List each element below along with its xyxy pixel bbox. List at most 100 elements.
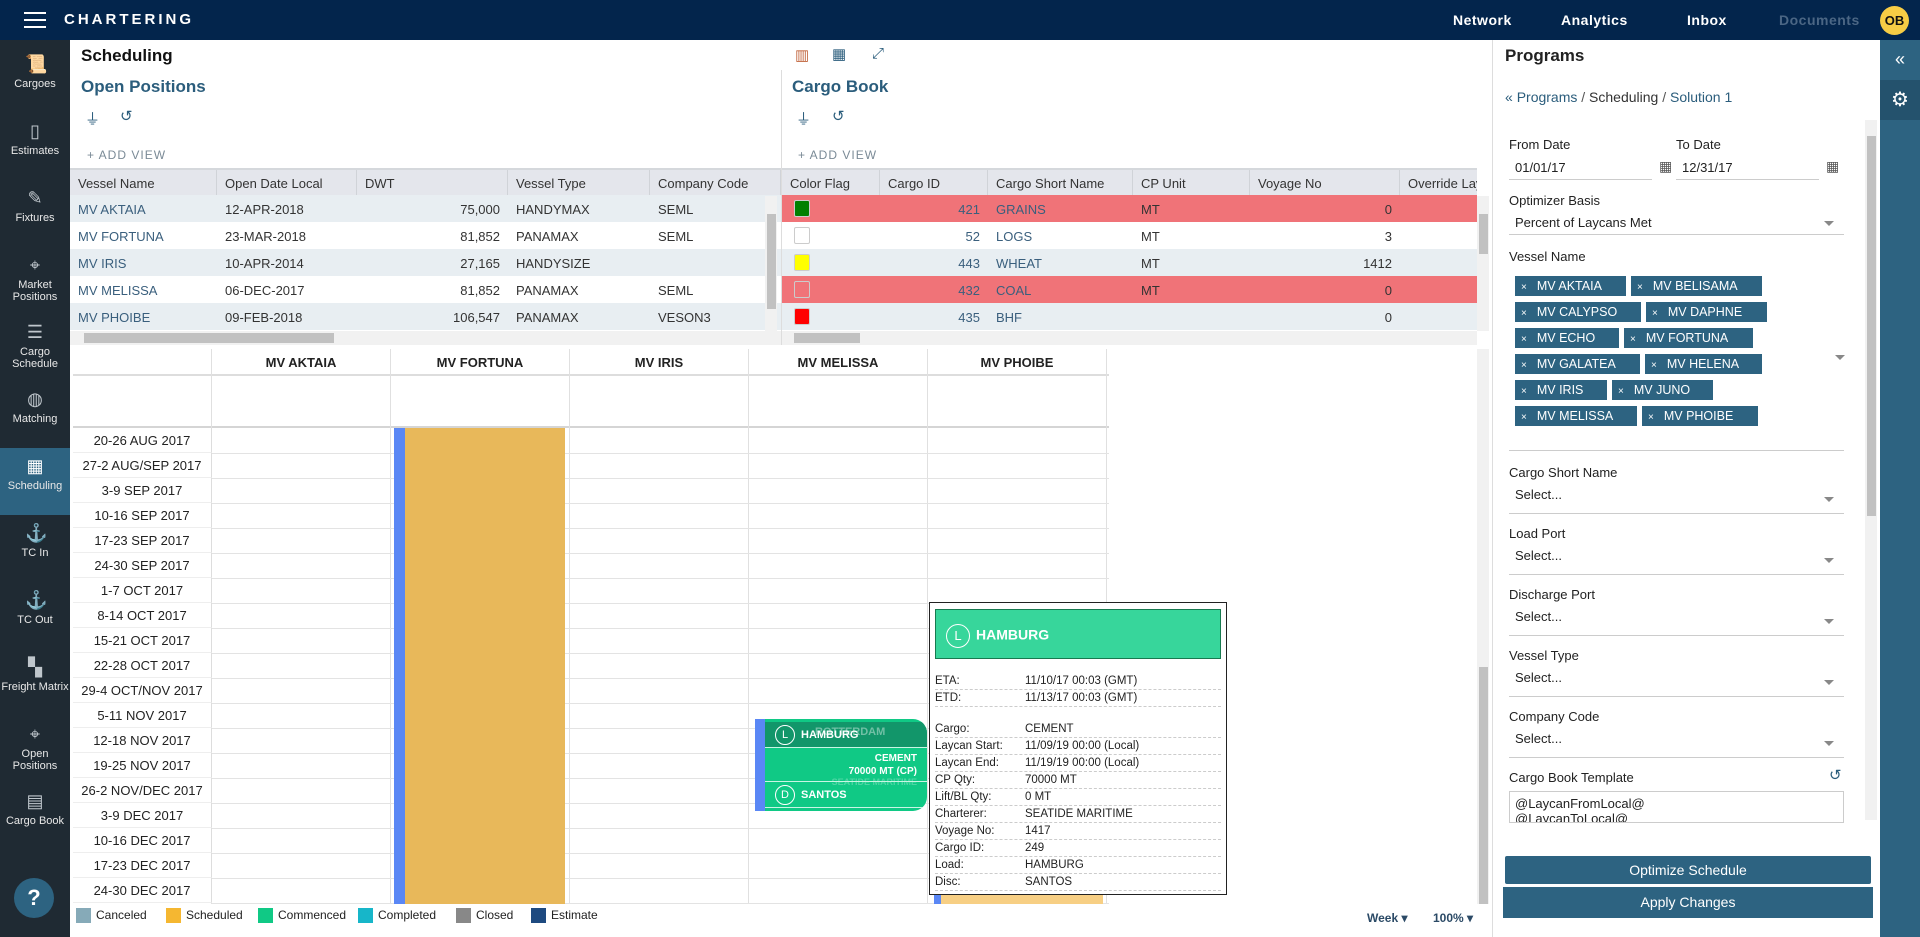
from-date-input[interactable]: 01/01/17 [1509,158,1652,180]
apply-changes-button[interactable]: Apply Changes [1503,887,1873,918]
color-flag[interactable] [794,254,810,271]
table-view-icon[interactable]: ▦ [832,46,847,63]
filter-select[interactable]: Select... [1509,607,1844,636]
reset-icon[interactable]: ↺ [832,108,845,125]
table-row[interactable]: 432 COAL MT 0 [782,276,1477,303]
table-row[interactable]: MV AKTAIA 12-APR-2018 75,000 HANDYMAX SEML [70,195,781,222]
vessel-name[interactable]: MV PHOIBE [78,310,151,325]
cargo-short-name[interactable]: LOGS [996,229,1033,244]
sidebar-item-tc-in[interactable]: ⚓ TC In [0,515,70,582]
sidebar-item-cargo-schedule[interactable]: ☰ Cargo Schedule [0,314,70,381]
filter-select[interactable]: Select... [1509,668,1844,697]
column-header[interactable]: Open Date Local [217,170,357,195]
table-row[interactable]: MV IRIS 10-APR-2014 27,165 HANDYSIZE [70,249,781,276]
filter-select[interactable]: Select... [1509,729,1844,758]
nav-inbox[interactable]: Inbox [1687,12,1727,28]
breadcrumb-item[interactable]: Scheduling [1589,89,1659,105]
column-header[interactable]: Company Code [650,170,781,195]
sidebar-item-tc-out[interactable]: ⚓ TC Out [0,582,70,649]
calendar-icon[interactable]: ▦ [1659,158,1673,174]
table-row[interactable]: MV FORTUNA 23-MAR-2018 81,852 PANAMAX SEML [70,222,781,249]
remove-icon[interactable]: × [1630,334,1636,345]
vessel-name[interactable]: MV FORTUNA [78,229,164,244]
optimizer-basis-select[interactable]: Percent of Laycans Met [1509,213,1844,235]
cargo-short-name[interactable]: WHEAT [996,256,1042,271]
remove-icon[interactable]: × [1651,360,1657,371]
add-view-button[interactable]: + ADD VIEW [798,148,878,162]
remove-icon[interactable]: × [1521,282,1527,293]
remove-icon[interactable]: × [1648,412,1654,423]
menu-icon[interactable] [24,12,46,28]
table-row[interactable]: 52 LOGS MT 3 [782,222,1477,249]
period-select[interactable]: Week ▾ [1367,911,1408,925]
cargo-short-name[interactable]: GRAINS [996,202,1046,217]
gear-icon[interactable]: ⚙ [1880,80,1920,120]
back-icon[interactable]: « [1505,89,1517,105]
expand-icon[interactable]: ⤢ [872,45,885,62]
table-row[interactable]: MV PHOIBE 09-FEB-2018 106,547 PANAMAX VESON3 [70,303,781,330]
chevron-down-icon[interactable] [1835,355,1845,360]
remove-icon[interactable]: × [1521,412,1527,423]
vessel-name[interactable]: MV MELISSA [78,283,158,298]
remove-icon[interactable]: × [1521,360,1527,371]
sidebar-item-fixtures[interactable]: ✎ Fixtures [0,180,70,247]
color-flag[interactable] [794,308,810,325]
breadcrumb-item[interactable]: Solution 1 [1670,89,1733,105]
column-header[interactable]: Color Flag [782,170,880,195]
column-header[interactable]: Voyage No [1250,170,1400,195]
scrollbar[interactable] [765,196,777,331]
column-header[interactable]: Cargo Short Name [988,170,1133,195]
column-header[interactable]: CP Unit [1133,170,1250,195]
nav-analytics[interactable]: Analytics [1561,12,1628,28]
sidebar-item-cargo-book[interactable]: ▤ Cargo Book [0,783,70,850]
vessel-name[interactable]: MV IRIS [78,256,127,271]
cargo-short-name[interactable]: COAL [996,283,1032,298]
reset-icon[interactable]: ↺ [120,108,133,125]
sidebar-item-market-positions[interactable]: ⌖ Market Positions [0,247,70,314]
column-header[interactable]: Cargo ID [880,170,988,195]
cargo-short-name[interactable]: BHF [996,310,1022,325]
scrollbar[interactable] [1477,349,1489,904]
scrollbar[interactable] [1477,196,1489,331]
zoom-select[interactable]: 100% ▾ [1433,911,1474,925]
remove-icon[interactable]: × [1637,282,1643,293]
gantt-view-icon[interactable]: ▥ [795,47,810,64]
voyage-block[interactable]: L ROTTERDAM HAMBURG CEMENT 70000 MT (CP) SEAT… [755,719,927,811]
breadcrumb-item[interactable]: Programs [1516,89,1578,105]
column-pin-icon[interactable]: ⏚ [796,111,812,128]
color-flag[interactable] [794,281,810,298]
avatar[interactable]: OB [1880,6,1909,35]
sidebar-item-cargoes[interactable]: 📜 Cargoes [0,46,70,113]
add-view-button[interactable]: + ADD VIEW [87,148,167,162]
to-date-input[interactable]: 12/31/17 [1676,158,1819,180]
column-pin-icon[interactable]: ⏚ [85,111,101,128]
remove-icon[interactable]: × [1618,386,1624,397]
scrollbar[interactable] [782,331,1477,345]
nav-documents[interactable]: Documents [1779,12,1860,28]
calendar-icon[interactable]: ▦ [1826,158,1840,174]
sidebar-item-open-positions[interactable]: ⌖ Open Positions [0,716,70,783]
template-textarea[interactable]: @LaycanFromLocal@ @LaycanToLocal@ [1509,791,1844,823]
color-flag[interactable] [794,200,810,217]
filter-select[interactable]: Select... [1509,546,1844,575]
column-header[interactable]: Override Laycan [1400,170,1477,195]
table-row[interactable]: 443 WHEAT MT 1412 [782,249,1477,276]
column-header[interactable]: Vessel Name [70,170,217,195]
column-header[interactable]: DWT [357,170,508,195]
remove-icon[interactable]: × [1652,308,1658,319]
remove-icon[interactable]: × [1521,334,1527,345]
collapse-icon[interactable]: « [1894,49,1905,69]
help-button[interactable]: ? [14,878,54,918]
scrollbar[interactable] [1865,120,1877,820]
table-row[interactable]: 421 GRAINS MT 0 [782,195,1477,222]
remove-icon[interactable]: × [1521,308,1527,319]
optimize-schedule-button[interactable]: Optimize Schedule [1505,856,1871,884]
table-row[interactable]: 435 BHF 0 [782,303,1477,330]
nav-network[interactable]: Network [1453,12,1512,28]
scheduled-voyage-bar[interactable] [394,428,565,904]
sidebar-item-matching[interactable]: ◍ Matching [0,381,70,448]
vessel-name[interactable]: MV AKTAIA [78,202,146,217]
remove-icon[interactable]: × [1521,386,1527,397]
sidebar-item-freight-matrix[interactable]: ▚ Freight Matrix [0,649,70,716]
table-row[interactable]: MV MELISSA 06-DEC-2017 81,852 PANAMAX SEML [70,276,781,303]
